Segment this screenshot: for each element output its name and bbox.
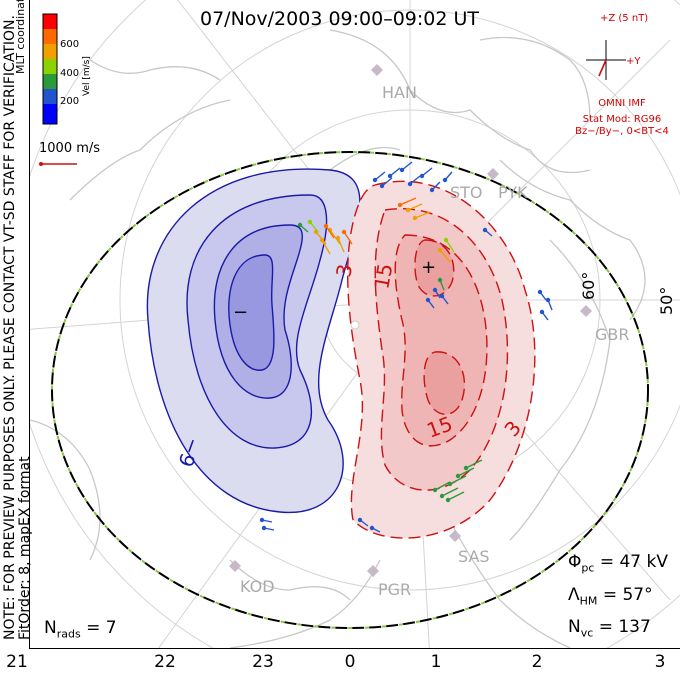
- coastlines: [30, 29, 646, 648]
- contour-label-15-upper: 15: [369, 262, 397, 291]
- fit-info: FitOrder: 8, mapEX format: [17, 456, 33, 640]
- map-frame: HAN STO PYK GBR KOD PGR SAS 60° 50° −9 3…: [29, 0, 680, 649]
- hm-boundary: [51, 151, 649, 629]
- station-pyk: PYK: [498, 183, 528, 202]
- colorbar-tick-400: 400: [60, 68, 79, 79]
- negative-cell: [146, 168, 361, 514]
- lat-label-50: 50°: [657, 287, 676, 315]
- pole-marker: [350, 320, 360, 330]
- mlt-tick-0: 0: [344, 652, 356, 672]
- stat-n-rads: Nrads = 7: [44, 618, 117, 641]
- page-title: 07/Nov/2003 09:00–09:02 UT: [200, 8, 480, 30]
- potential-min-marker: −: [233, 302, 248, 323]
- potential-max-marker: +: [421, 257, 436, 278]
- imf-source: OMNI IMF: [598, 98, 646, 109]
- imf-by-label: +Y: [626, 56, 641, 67]
- stat-n-vc: Nvc = 137: [568, 617, 651, 640]
- stat-n-vc-value: = 137: [598, 617, 651, 637]
- contour-label-3-upper: 3: [331, 262, 357, 279]
- stat-n-rads-value: = 7: [86, 618, 117, 638]
- station-han: HAN: [382, 83, 417, 102]
- stat-phi-pc: Φpc = 47 kV: [568, 552, 668, 575]
- station-pgr: PGR: [378, 580, 411, 599]
- colorbar-tick-600: 600: [60, 39, 79, 50]
- scale-label: 1000 m/s: [39, 141, 100, 156]
- station-sas: SAS: [458, 547, 490, 566]
- mlt-tick-3: 3: [654, 652, 666, 672]
- imf-bz-label: +Z (5 nT): [600, 13, 649, 24]
- mlt-tick-23: 23: [252, 652, 274, 672]
- stat-phi-pc-value: = 47 kV: [599, 552, 668, 572]
- imf-condition: Bz−/By−, 0<BT<4: [575, 126, 669, 137]
- station-sto: STO: [450, 183, 483, 202]
- colorbar-tick-200: 200: [60, 96, 79, 107]
- stat-lambda-hm: ΛHM = 57°: [568, 585, 653, 608]
- velocity-colorbar: 600 400 200 Vel [m/s]: [42, 13, 92, 125]
- imf-clock: [586, 40, 626, 80]
- velocity-vectors: [259, 161, 553, 533]
- station-kod: KOD: [240, 577, 275, 596]
- positive-cell: [346, 180, 536, 539]
- mlt-tick-2: 2: [531, 652, 543, 672]
- mlt-tick-22: 22: [154, 652, 176, 672]
- disclaimer-text: NOTE: FOR PREVIEW PURPOSES ONLY. PLEASE …: [2, 15, 18, 640]
- mlt-tick-1: 1: [430, 652, 442, 672]
- station-markers: [229, 64, 592, 577]
- colorbar-label: Vel [m/s]: [82, 56, 92, 96]
- scale-vector: 1000 m/s: [39, 141, 100, 166]
- station-labels: HAN STO PYK GBR KOD PGR SAS: [240, 83, 630, 599]
- stat-lambda-hm-value: = 57°: [602, 585, 653, 605]
- imf-model: Stat Mod: RG96: [582, 114, 662, 125]
- station-gbr: GBR: [595, 325, 630, 344]
- lat-label-60: 60°: [579, 272, 598, 300]
- convection-map: HAN STO PYK GBR KOD PGR SAS 60° 50° −9 3…: [30, 0, 680, 648]
- mlt-tick-21: 21: [6, 652, 28, 672]
